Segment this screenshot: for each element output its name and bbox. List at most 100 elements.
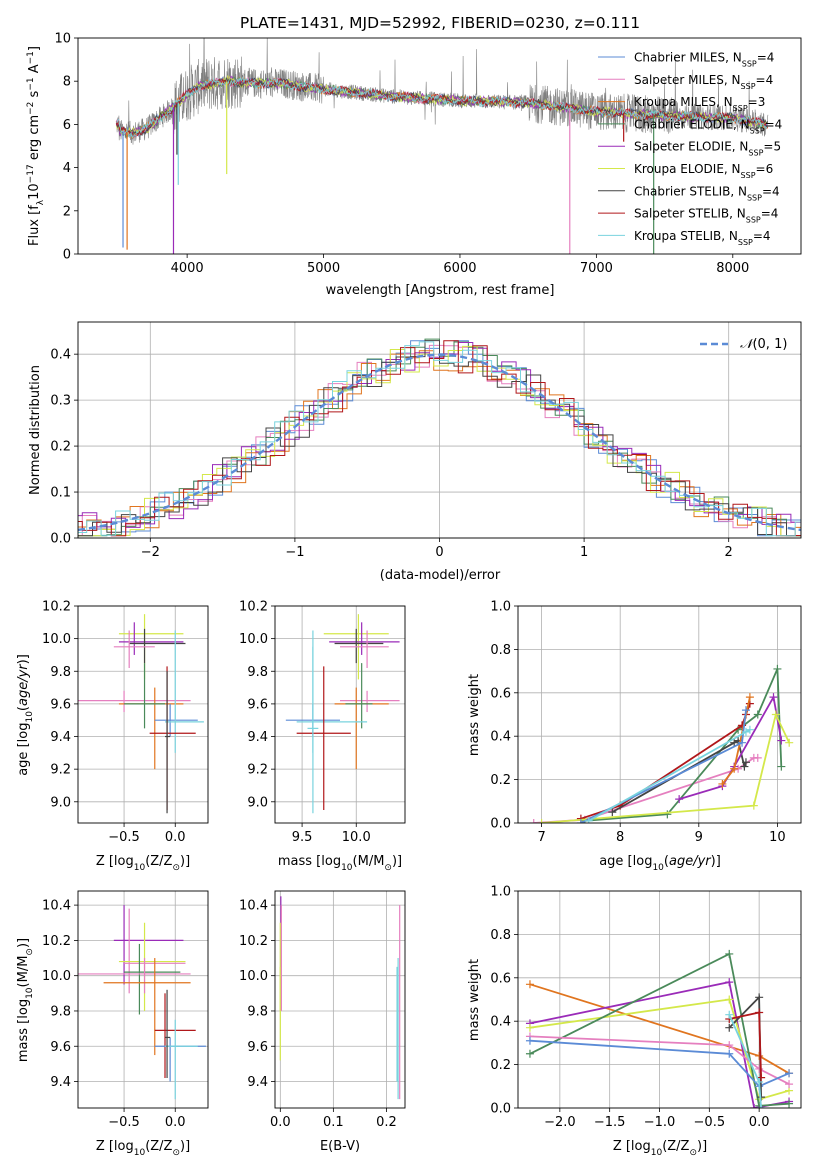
y-tick-label: 0.2 bbox=[490, 1058, 511, 1073]
y-tick-label: 0.4 bbox=[490, 1015, 511, 1030]
residual-panel-frame: −2 −1 0 1 2 0.0 0.1 0.2 0.3 0.4 bbox=[50, 348, 733, 560]
y-tick-label: 0.8 bbox=[490, 928, 511, 943]
y-tick-label: 1.0 bbox=[490, 600, 511, 615]
y-tick-label: 9.0 bbox=[247, 795, 268, 810]
y-tick-label: 9.6 bbox=[50, 697, 71, 712]
weight-z-series-marker bbox=[785, 1099, 794, 1108]
weight-z-series-marker bbox=[725, 1041, 734, 1050]
weight-age-series bbox=[580, 710, 747, 823]
weight-z-series bbox=[529, 1039, 790, 1088]
residual-xlabel: (data-model)/error bbox=[380, 568, 501, 583]
age-mass-panel-plot bbox=[285, 614, 400, 814]
weight-z-series-marker bbox=[525, 1036, 534, 1045]
y-tick-label: 0.2 bbox=[490, 773, 511, 788]
mass-ebv-panel-border bbox=[274, 890, 406, 1109]
x-tick-label: 0.2 bbox=[376, 1115, 397, 1130]
weight-z-series-marker bbox=[725, 949, 734, 958]
legend-label: Salpeter STELIB, NSSP=4 bbox=[634, 207, 778, 225]
y-tick-label: 0.4 bbox=[490, 730, 511, 745]
weight-z-series-marker bbox=[755, 1008, 764, 1017]
weight-age-series-marker bbox=[777, 736, 786, 745]
weight-age-series-marker bbox=[769, 693, 778, 702]
weight-z-series-marker bbox=[525, 1023, 534, 1032]
y-tick-label: 0.0 bbox=[490, 817, 511, 832]
y-tick-label: 4 bbox=[63, 161, 71, 176]
mass-ebv-panel: 0.0 0.1 0.2 9.4 9.6 9.8 10.0 10.2 10.4 bbox=[239, 890, 406, 1130]
spectrum-xlabel: wavelength [Angstrom, rest frame] bbox=[326, 283, 555, 298]
age-z-panel: −0.5 0.0 9.0 9.2 9.4 9.6 9.8 10.0 10.2 bbox=[42, 600, 209, 846]
y-tick-label: 9.8 bbox=[247, 665, 268, 680]
weight-age-series-marker bbox=[718, 779, 727, 788]
x-tick-label: 9.5 bbox=[292, 830, 313, 845]
legend-label: Kroupa MILES, NSSP=3 bbox=[634, 95, 765, 113]
weight-age-series-marker bbox=[537, 819, 546, 823]
age-z-panel-grid bbox=[78, 605, 208, 823]
weight-age-panel-plot bbox=[529, 664, 794, 823]
weight-z-panel-border bbox=[517, 890, 802, 1109]
x-tick-label: 0 bbox=[435, 545, 443, 560]
weight-z-series-marker bbox=[725, 978, 734, 987]
weight-age-panel-border bbox=[517, 605, 802, 824]
y-tick-label: 0.0 bbox=[50, 532, 71, 547]
x-tick-label: −0.5 bbox=[108, 830, 140, 845]
weight-z-series-marker bbox=[755, 993, 764, 1002]
y-tick-label: 9.4 bbox=[50, 1075, 71, 1090]
legend-label: Chabrier ELODIE, NSSP=4 bbox=[634, 117, 782, 135]
weight-z-series-marker bbox=[755, 1077, 764, 1086]
weight-z-series-marker bbox=[725, 1010, 734, 1019]
y-tick-label: 10.0 bbox=[239, 632, 268, 647]
weight-age-series-marker bbox=[771, 710, 780, 719]
weight-age-series-marker bbox=[608, 808, 617, 817]
x-tick-label: 8 bbox=[616, 830, 624, 845]
y-tick-label: 9.8 bbox=[50, 665, 71, 680]
mass-z-xlabel: Z [log10(Z/Z⊙)] bbox=[96, 1139, 190, 1158]
y-tick-label: 1.0 bbox=[490, 885, 511, 900]
x-tick-label: 5000 bbox=[307, 261, 340, 276]
x-tick-label: 9 bbox=[695, 830, 703, 845]
x-tick-label: 1 bbox=[580, 545, 588, 560]
legend-label: Kroupa ELODIE, NSSP=6 bbox=[634, 162, 773, 180]
chart-title: PLATE=1431, MJD=52992, FIBERID=0230, z=0… bbox=[240, 14, 640, 32]
residual-panel-plot bbox=[78, 338, 801, 537]
x-tick-label: 8000 bbox=[716, 261, 749, 276]
y-tick-label: 10.2 bbox=[239, 600, 268, 615]
weight-age-series-marker bbox=[738, 738, 747, 747]
weight-z-series-marker bbox=[525, 980, 534, 989]
mass-ebv-panel-plot bbox=[279, 896, 401, 1100]
residual-ylabel: Normed distribution bbox=[28, 365, 43, 495]
weight-z-series-marker bbox=[757, 1104, 766, 1108]
x-tick-label: 4000 bbox=[171, 261, 204, 276]
weight-age-series-marker bbox=[740, 762, 749, 771]
spectrum-panel-border bbox=[77, 37, 802, 255]
y-tick-label: 10.0 bbox=[239, 969, 268, 984]
y-tick-label: 0.6 bbox=[490, 686, 511, 701]
y-tick-label: 9.8 bbox=[247, 1004, 268, 1019]
x-tick-label: 6000 bbox=[443, 261, 476, 276]
age-z-panel-frame: −0.5 0.0 9.0 9.2 9.4 9.6 9.8 10.0 10.2 bbox=[42, 600, 186, 846]
weight-age-series-marker bbox=[753, 753, 762, 762]
x-tick-label: 0.0 bbox=[270, 1115, 291, 1130]
weight-age-panel-frame: 7 8 9 10 0.0 0.2 0.4 0.6 0.8 1.0 bbox=[490, 600, 785, 846]
weight-z-series bbox=[529, 952, 790, 1107]
weight-age-series-marker bbox=[785, 738, 794, 747]
spectrum-panel: 4000 5000 6000 7000 8000 0 2 4 6 8 10 Chabrier MILE… bbox=[54, 32, 802, 276]
weight-age-series-marker bbox=[753, 710, 762, 719]
y-tick-label: 9.4 bbox=[247, 1075, 268, 1090]
x-tick-label: 0.0 bbox=[165, 1115, 186, 1130]
y-tick-label: 2 bbox=[63, 204, 71, 219]
weight-age-series bbox=[584, 668, 783, 822]
age-mass-xlabel: mass [log10(M/M⊙)] bbox=[278, 854, 402, 873]
y-tick-label: 0.4 bbox=[50, 348, 71, 363]
x-tick-label: 0.1 bbox=[323, 1115, 344, 1130]
weight-z-panel: −2.0 −1.5 −1.0 −0.5 0.0 0.0 0.2 0.4 0.6 0.8 1.0 bbox=[490, 885, 802, 1130]
y-tick-label: 9.6 bbox=[50, 1040, 71, 1055]
x-tick-label: −0.5 bbox=[108, 1115, 140, 1130]
legend-label: Salpeter MILES, NSSP=4 bbox=[634, 73, 773, 91]
weight-z-series-marker bbox=[757, 1073, 766, 1082]
weight-age-series-marker bbox=[773, 664, 782, 673]
weight-age-xlabel: age [log10(age/yr)] bbox=[599, 854, 721, 873]
y-tick-label: 9.6 bbox=[247, 697, 268, 712]
weight-age-panel: 7 8 9 10 0.0 0.2 0.4 0.6 0.8 1.0 bbox=[490, 600, 802, 846]
y-tick-label: 10.2 bbox=[239, 934, 268, 949]
